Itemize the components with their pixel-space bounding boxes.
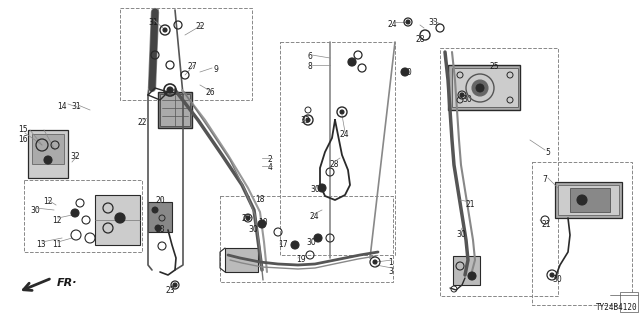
Text: 19: 19: [296, 255, 306, 264]
Bar: [95, 195, 140, 245]
Circle shape: [291, 241, 299, 249]
Bar: [225, 248, 258, 272]
Text: 1: 1: [388, 258, 393, 267]
Circle shape: [155, 225, 161, 231]
Text: 5: 5: [545, 148, 550, 157]
Text: 6: 6: [308, 52, 313, 61]
Bar: [120, 8, 252, 100]
Circle shape: [577, 195, 587, 205]
Text: 30: 30: [402, 68, 412, 77]
Circle shape: [550, 273, 554, 277]
Text: 20: 20: [155, 196, 164, 205]
Circle shape: [173, 283, 177, 287]
Circle shape: [401, 68, 409, 76]
Text: 7: 7: [542, 175, 547, 184]
Text: TY24B4120: TY24B4120: [596, 303, 638, 312]
Bar: [32, 134, 64, 164]
Bar: [448, 65, 520, 110]
Text: 24: 24: [310, 212, 319, 221]
Text: 23: 23: [165, 286, 175, 295]
Text: 22: 22: [196, 22, 205, 31]
Text: 28: 28: [415, 35, 424, 44]
Circle shape: [71, 209, 79, 217]
Text: 18: 18: [255, 195, 264, 204]
Text: 30: 30: [248, 225, 258, 234]
Text: 30: 30: [306, 238, 316, 247]
Text: 30: 30: [310, 185, 320, 194]
Circle shape: [460, 93, 464, 97]
Text: 21: 21: [542, 220, 552, 229]
Text: 2: 2: [268, 155, 273, 164]
Text: 22: 22: [138, 118, 147, 127]
Bar: [452, 68, 518, 107]
Text: 33: 33: [428, 18, 438, 27]
Bar: [558, 185, 619, 215]
Text: 14: 14: [57, 102, 67, 111]
Text: 24: 24: [340, 130, 349, 139]
Text: 3: 3: [388, 267, 393, 276]
Circle shape: [115, 213, 125, 223]
Circle shape: [246, 216, 250, 220]
Bar: [28, 130, 68, 178]
Circle shape: [468, 272, 476, 280]
Text: 17: 17: [278, 240, 287, 249]
Text: 31: 31: [148, 18, 157, 27]
Circle shape: [167, 87, 173, 93]
Text: 31: 31: [71, 102, 81, 111]
Text: FR·: FR·: [57, 278, 77, 288]
Text: 12: 12: [52, 216, 61, 225]
Bar: [280, 42, 395, 255]
Text: 32: 32: [70, 152, 79, 161]
Text: 16: 16: [18, 135, 28, 144]
Text: 30: 30: [552, 275, 562, 284]
Circle shape: [314, 234, 322, 242]
Bar: [160, 94, 190, 126]
Text: 13: 13: [36, 240, 45, 249]
Text: 26: 26: [206, 88, 216, 97]
Bar: [220, 196, 393, 282]
Text: 27: 27: [188, 62, 198, 71]
Bar: [148, 202, 172, 232]
Bar: [24, 180, 142, 252]
Circle shape: [472, 80, 488, 96]
Text: 30: 30: [30, 206, 40, 215]
Text: 9: 9: [213, 65, 218, 74]
Text: 25: 25: [490, 62, 500, 71]
Circle shape: [163, 28, 167, 32]
Text: 28: 28: [155, 225, 164, 234]
Text: 24: 24: [388, 20, 397, 29]
Circle shape: [152, 207, 158, 213]
Circle shape: [476, 84, 484, 92]
Text: 29: 29: [242, 214, 252, 223]
Bar: [453, 256, 480, 285]
Text: 28: 28: [330, 160, 339, 169]
Text: 33: 33: [300, 116, 310, 125]
Circle shape: [406, 20, 410, 24]
Circle shape: [340, 110, 344, 114]
Text: 21: 21: [466, 200, 476, 209]
Circle shape: [258, 220, 266, 228]
Circle shape: [373, 260, 377, 264]
Text: 30: 30: [456, 230, 466, 239]
Circle shape: [318, 184, 326, 192]
Circle shape: [348, 58, 356, 66]
Text: 30: 30: [462, 95, 472, 104]
Text: 10: 10: [258, 218, 268, 227]
Circle shape: [44, 156, 52, 164]
Bar: [555, 182, 622, 218]
Bar: [570, 188, 610, 212]
Circle shape: [306, 118, 310, 122]
Bar: [620, 292, 638, 312]
Text: 15: 15: [18, 125, 28, 134]
Bar: [158, 92, 192, 128]
Bar: [440, 48, 558, 296]
Bar: [532, 162, 632, 305]
Text: 11: 11: [52, 240, 61, 249]
Text: 4: 4: [268, 163, 273, 172]
Text: 8: 8: [308, 62, 313, 71]
Text: 12: 12: [43, 197, 52, 206]
